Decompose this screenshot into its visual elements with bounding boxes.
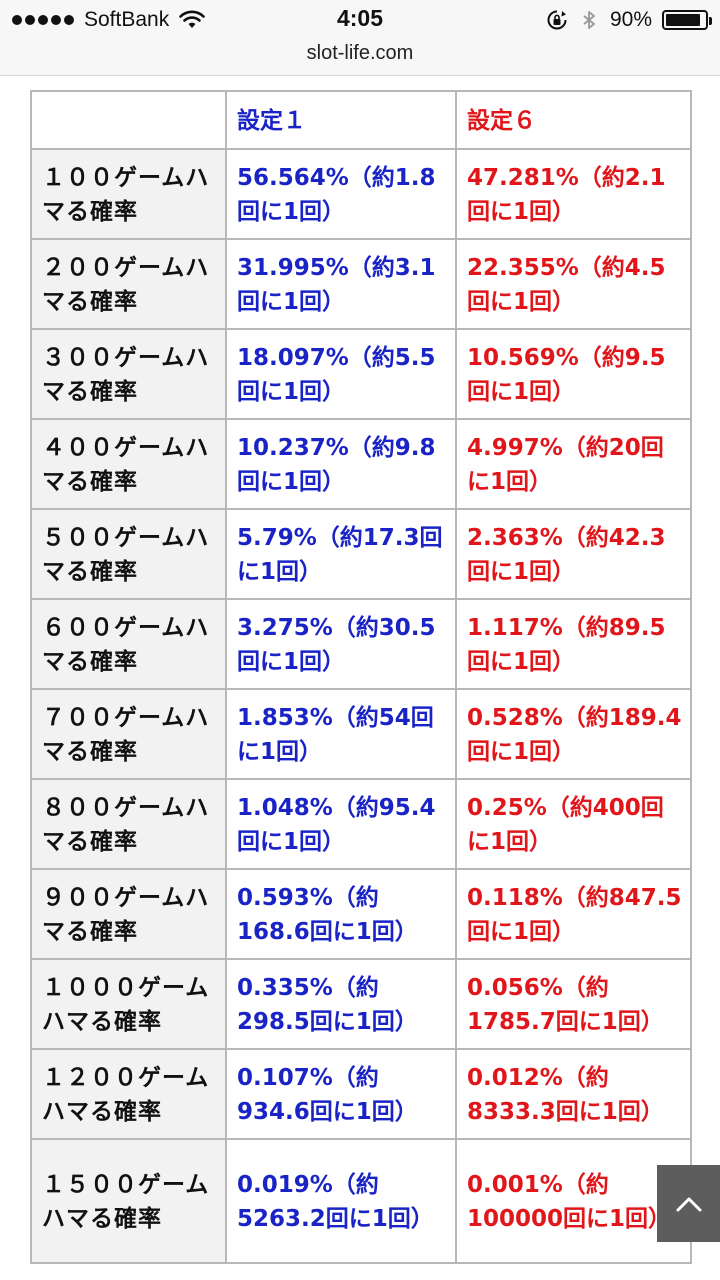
header-setting-6: 設定６ xyxy=(455,90,692,150)
row-label: １０００ゲームハマる確率 xyxy=(30,958,227,1050)
setting-1-value: 18.097%（約5.5回に1回） xyxy=(225,328,457,420)
table-row: ４００ゲームハマる確率 10.237%（約9.8回に1回） 4.997%（約20… xyxy=(30,418,692,510)
table-row: ５００ゲームハマる確率 5.79%（約17.3回に1回） 2.363%（約42.… xyxy=(30,508,692,600)
row-label: １２００ゲームハマる確率 xyxy=(30,1048,227,1140)
setting-1-value: 1.853%（約54回に1回） xyxy=(225,688,457,780)
battery-icon xyxy=(662,10,712,30)
setting-6-value: 0.056%（約1785.7回に1回） xyxy=(455,958,692,1050)
setting-1-value: 10.237%（約9.8回に1回） xyxy=(225,418,457,510)
setting-6-value: 10.569%（約9.5回に1回） xyxy=(455,328,692,420)
setting-6-value: 47.281%（約2.1回に1回） xyxy=(455,148,692,240)
setting-1-value: 5.79%（約17.3回に1回） xyxy=(225,508,457,600)
setting-6-value: 0.012%（約8333.3回に1回） xyxy=(455,1048,692,1140)
row-label: ６００ゲームハマる確率 xyxy=(30,598,227,690)
table-row: ３００ゲームハマる確率 18.097%（約5.5回に1回） 10.569%（約9… xyxy=(30,328,692,420)
status-left: SoftBank xyxy=(12,7,206,33)
row-label: １００ゲームハマる確率 xyxy=(30,148,227,240)
row-label: ７００ゲームハマる確率 xyxy=(30,688,227,780)
setting-6-value: 0.118%（約847.5回に1回） xyxy=(455,868,692,960)
table-row: ６００ゲームハマる確率 3.275%（約30.5回に1回） 1.117%（約89… xyxy=(30,598,692,690)
battery-percent: 90% xyxy=(609,8,652,31)
setting-6-value: 0.001%（約100000回に1回） xyxy=(455,1138,692,1264)
row-label: ４００ゲームハマる確率 xyxy=(30,418,227,510)
setting-1-value: 56.564%（約1.8回に1回） xyxy=(225,148,457,240)
row-label: ２００ゲームハマる確率 xyxy=(30,238,227,330)
row-label: ５００ゲームハマる確率 xyxy=(30,508,227,600)
url-text[interactable]: slot-life.com xyxy=(306,42,414,64)
table-row: ９００ゲームハマる確率 0.593%（約168.6回に1回） 0.118%（約8… xyxy=(30,868,692,960)
setting-1-value: 31.995%（約3.1回に1回） xyxy=(225,238,457,330)
setting-1-value: 0.593%（約168.6回に1回） xyxy=(225,868,457,960)
table-header-row: 設定１ 設定６ xyxy=(30,90,692,150)
carrier-name: SoftBank xyxy=(84,8,170,31)
setting-1-value: 3.275%（約30.5回に1回） xyxy=(225,598,457,690)
table-row: ８００ゲームハマる確率 1.048%（約95.4回に1回） 0.25%（約400… xyxy=(30,778,692,870)
setting-1-value: 0.019%（約5263.2回に1回） xyxy=(225,1138,457,1264)
row-label: ９００ゲームハマる確率 xyxy=(30,868,227,960)
row-label: ３００ゲームハマる確率 xyxy=(30,328,227,420)
address-bar[interactable]: slot-life.com xyxy=(0,40,720,76)
table-row: １２００ゲームハマる確率 0.107%（約934.6回に1回） 0.012%（約… xyxy=(30,1048,692,1140)
setting-6-value: 0.25%（約400回に1回） xyxy=(455,778,692,870)
row-label: ８００ゲームハマる確率 xyxy=(30,778,227,870)
chevron-up-icon xyxy=(676,1197,701,1211)
setting-6-value: 1.117%（約89.5回に1回） xyxy=(455,598,692,690)
probability-table: 設定１ 設定６ １００ゲームハマる確率 56.564%（約1.8回に1回） 47… xyxy=(30,90,692,1264)
table-row: １０００ゲームハマる確率 0.335%（約298.5回に1回） 0.056%（約… xyxy=(30,958,692,1050)
bluetooth-icon xyxy=(583,11,595,29)
table-row: ２００ゲームハマる確率 31.995%（約3.1回に1回） 22.355%（約4… xyxy=(30,238,692,330)
rotation-lock-icon xyxy=(547,10,567,30)
scroll-to-top-button[interactable] xyxy=(657,1165,720,1242)
status-right: 90% xyxy=(546,7,712,33)
row-label: １５００ゲームハマる確率 xyxy=(30,1138,227,1264)
header-empty-cell xyxy=(30,90,227,150)
table-row: ７００ゲームハマる確率 1.853%（約54回に1回） 0.528%（約189.… xyxy=(30,688,692,780)
status-bar: SoftBank 4:05 90% xyxy=(0,0,720,40)
setting-1-value: 0.107%（約934.6回に1回） xyxy=(225,1048,457,1140)
setting-6-value: 4.997%（約20回に1回） xyxy=(455,418,692,510)
table-row: １５００ゲームハマる確率 0.019%（約5263.2回に1回） 0.001%（… xyxy=(30,1138,692,1264)
setting-6-value: 2.363%（約42.3回に1回） xyxy=(455,508,692,600)
wifi-icon xyxy=(179,10,206,28)
signal-dots-icon xyxy=(12,15,74,25)
table-row: １００ゲームハマる確率 56.564%（約1.8回に1回） 47.281%（約2… xyxy=(30,148,692,240)
setting-6-value: 0.528%（約189.4回に1回） xyxy=(455,688,692,780)
probability-table-wrapper: 設定１ 設定６ １００ゲームハマる確率 56.564%（約1.8回に1回） 47… xyxy=(30,90,692,1264)
setting-1-value: 1.048%（約95.4回に1回） xyxy=(225,778,457,870)
setting-6-value: 22.355%（約4.5回に1回） xyxy=(455,238,692,330)
setting-1-value: 0.335%（約298.5回に1回） xyxy=(225,958,457,1050)
header-setting-1: 設定１ xyxy=(225,90,457,150)
